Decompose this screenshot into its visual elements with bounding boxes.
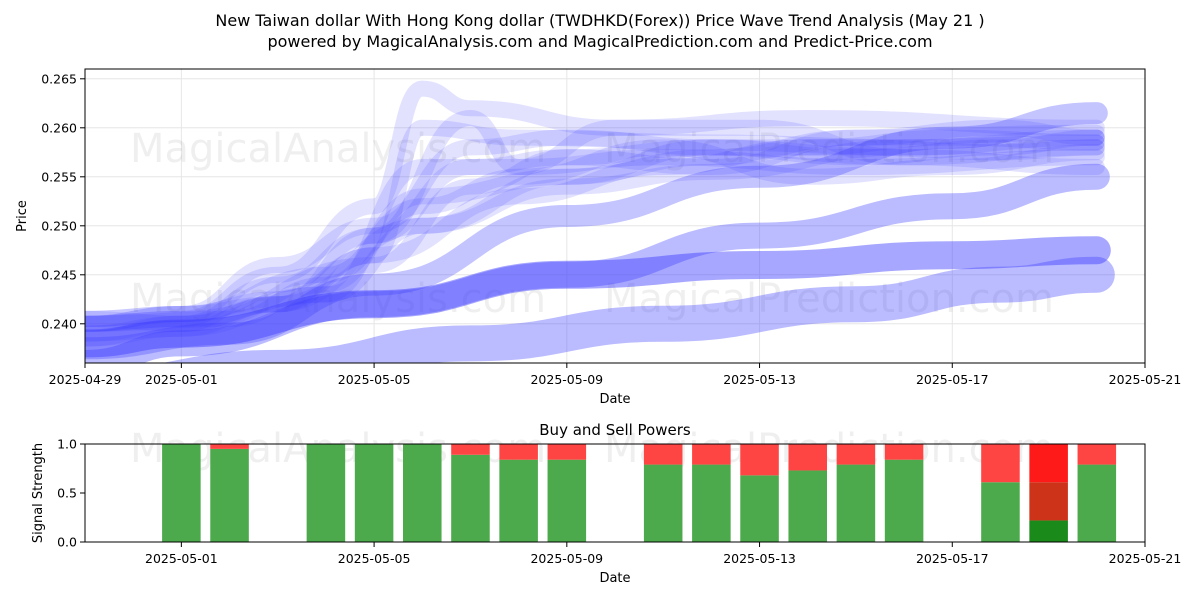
buy-sell-title: Buy and Sell Powers xyxy=(539,421,691,439)
buy-sell-y-tick-label-1: 0.5 xyxy=(57,486,77,501)
sell-bar-2025-05-19 xyxy=(1029,444,1068,483)
price-y-ticks: 0.240 0.245 0.250 0.255 0.260 0.265 xyxy=(41,71,85,331)
buy-sell-y-ticks: 0.0 0.5 1.0 xyxy=(57,437,85,550)
sell-bar-2025-05-02 xyxy=(210,444,249,449)
buy-bar-2025-05-06 xyxy=(403,444,442,542)
buy-bar-2025-05-04 xyxy=(306,444,346,542)
watermark-analysis-top: MagicalAnalysis.com xyxy=(130,126,546,172)
wave-series-8 xyxy=(85,139,1105,332)
wave-series-12 xyxy=(85,102,1108,360)
price-y-tick-label-1: 0.245 xyxy=(41,267,77,282)
mixed-bar-2025-05-19 xyxy=(1029,482,1068,521)
price-y-axis-label: Price xyxy=(15,200,30,232)
wave-series-7 xyxy=(85,124,1105,342)
sell-bar-2025-05-18 xyxy=(981,444,1020,483)
wave-series-1 xyxy=(85,80,1105,332)
buy-bar-2025-05-12 xyxy=(692,464,731,542)
buy-bar-2025-05-01 xyxy=(162,444,201,542)
buy-bar-2025-05-11 xyxy=(643,464,683,542)
price-y-tick-label-3: 0.255 xyxy=(41,169,77,184)
buy-bar-2025-05-14 xyxy=(788,470,827,542)
sell-bar-2025-05-20 xyxy=(1077,444,1117,465)
buy-sell-x-tick-label-3: 2025-05-13 xyxy=(723,551,796,566)
price-x-tick-label-1: 2025-05-01 xyxy=(145,372,218,387)
sell-bar-2025-05-09 xyxy=(547,444,587,460)
wave-series-10 xyxy=(85,129,1105,342)
buy-bar-2025-05-05 xyxy=(354,444,394,542)
buy-bar-2025-05-19 xyxy=(1029,520,1068,542)
watermark-prediction-mid: MagicalPrediction.com xyxy=(604,276,1054,322)
wave-series-6 xyxy=(85,119,1105,327)
buy-bar-2025-05-02 xyxy=(210,448,249,542)
price-x-axis-label: Date xyxy=(599,392,630,407)
price-x-tick-label-6: 2025-05-21 xyxy=(1109,372,1182,387)
price-x-tick-label-4: 2025-05-13 xyxy=(723,372,796,387)
wave-series-3 xyxy=(85,110,1105,332)
buy-sell-x-tick-label-5: 2025-05-21 xyxy=(1109,551,1182,566)
buy-sell-y-axis-label: Signal Strength xyxy=(31,443,46,543)
wave-series-2 xyxy=(85,129,1105,332)
buy-bar-2025-05-16 xyxy=(884,459,924,542)
price-wave-plot: MagicalAnalysis.com MagicalPrediction.co… xyxy=(15,68,1182,407)
sell-bar-2025-05-07 xyxy=(451,444,490,455)
price-wave-series xyxy=(85,80,1115,363)
buy-bar-2025-05-08 xyxy=(499,459,538,542)
buy-sell-x-tick-label-4: 2025-05-17 xyxy=(916,551,989,566)
buy-sell-x-axis-label: Date xyxy=(599,571,630,586)
buy-sell-x-ticks: 2025-05-01 2025-05-05 2025-05-09 2025-05-13… xyxy=(145,542,1181,566)
buy-sell-x-tick-label-0: 2025-05-01 xyxy=(145,551,218,566)
sell-bar-2025-05-15 xyxy=(836,444,876,465)
buy-bar-2025-05-13 xyxy=(740,475,779,542)
sell-bar-2025-05-08 xyxy=(499,444,538,460)
sell-bar-2025-05-16 xyxy=(884,444,924,460)
buy-sell-x-tick-label-2: 2025-05-09 xyxy=(530,551,603,566)
price-x-tick-label-3: 2025-05-09 xyxy=(530,372,603,387)
wave-series-4 xyxy=(85,119,1105,332)
sell-bar-2025-05-11 xyxy=(643,444,683,465)
buy-sell-x-tick-label-1: 2025-05-05 xyxy=(338,551,411,566)
price-watermarks: MagicalAnalysis.com MagicalPrediction.co… xyxy=(130,126,1054,322)
price-y-tick-label-5: 0.265 xyxy=(41,71,77,86)
wave-series-11 xyxy=(85,129,1105,347)
watermark-analysis-mid: MagicalAnalysis.com xyxy=(130,276,546,322)
buy-sell-y-tick-label-2: 1.0 xyxy=(57,437,77,452)
watermark-prediction-top: MagicalPrediction.com xyxy=(604,126,1054,172)
price-plot-frame xyxy=(84,68,1146,364)
wave-series-9 xyxy=(85,129,1105,347)
price-x-tick-label-2: 2025-05-05 xyxy=(338,372,411,387)
wave-series-13 xyxy=(85,163,1110,363)
price-y-tick-label-2: 0.250 xyxy=(41,218,77,233)
buy-sell-plot: Buy and Sell Powers MagicalAnalysis.com … xyxy=(31,421,1181,586)
price-y-tick-label-4: 0.260 xyxy=(41,120,77,135)
buy-sell-bars xyxy=(162,444,1117,542)
buy-bar-2025-05-09 xyxy=(547,459,587,542)
sell-bar-2025-05-13 xyxy=(740,444,779,476)
wave-series-15 xyxy=(162,256,1115,363)
wave-series-0 xyxy=(85,119,1105,327)
sell-bar-2025-05-12 xyxy=(692,444,731,465)
buy-sell-y-tick-label-0: 0.0 xyxy=(57,535,77,550)
price-x-tick-label-0: 2025-04-29 xyxy=(49,372,122,387)
price-y-tick-label-0: 0.240 xyxy=(41,316,77,331)
chart-subtitle: powered by MagicalAnalysis.com and Magic… xyxy=(267,32,932,51)
price-x-ticks: 2025-04-29 2025-05-01 2025-05-05 2025-05-09… xyxy=(49,363,1182,387)
buy-bar-2025-05-20 xyxy=(1077,464,1117,542)
buy-bar-2025-05-18 xyxy=(981,482,1020,542)
buy-bar-2025-05-15 xyxy=(836,464,876,542)
buy-bar-2025-05-07 xyxy=(451,454,490,542)
sell-bar-2025-05-14 xyxy=(788,444,827,471)
wave-series-14 xyxy=(85,236,1111,358)
chart-title: New Taiwan dollar With Hong Kong dollar … xyxy=(215,11,984,30)
price-grid xyxy=(84,69,1146,363)
wave-series-5 xyxy=(85,139,1105,332)
price-x-tick-label-5: 2025-05-17 xyxy=(916,372,989,387)
